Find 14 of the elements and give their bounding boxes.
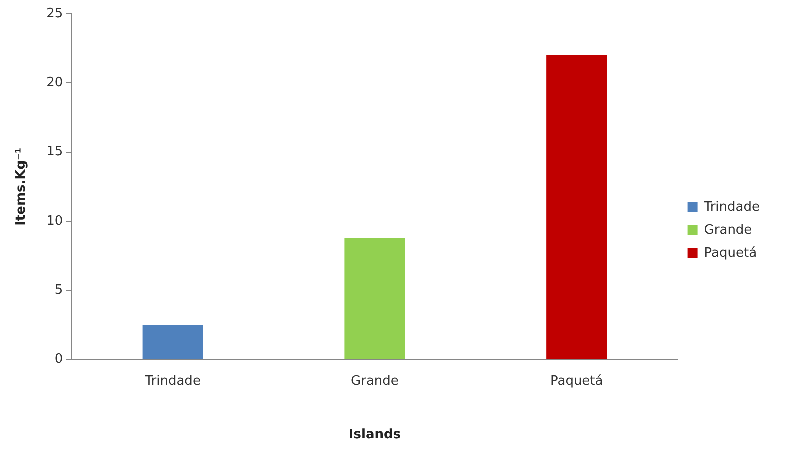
y-tick-label: 10 — [46, 214, 64, 229]
x-tick-label: Trindade — [144, 374, 201, 389]
y-tick-label: 25 — [46, 6, 64, 22]
y-axis-title: Items.Kg⁻¹ — [14, 148, 30, 226]
legend-label: Trindade — [703, 200, 760, 215]
x-axis-title: Islands — [348, 428, 402, 443]
y-tick-label: 0 — [54, 352, 64, 368]
x-tick-label: Grande — [351, 374, 399, 389]
y-tick-label: 15 — [46, 144, 64, 160]
legend-label: Paquetá — [704, 246, 758, 261]
x-tick-label: Paquetá — [550, 374, 604, 389]
y-tick-label: 20 — [46, 76, 64, 91]
legend-label: Grande — [704, 222, 752, 238]
y-tick-label: 5 — [54, 283, 64, 298]
